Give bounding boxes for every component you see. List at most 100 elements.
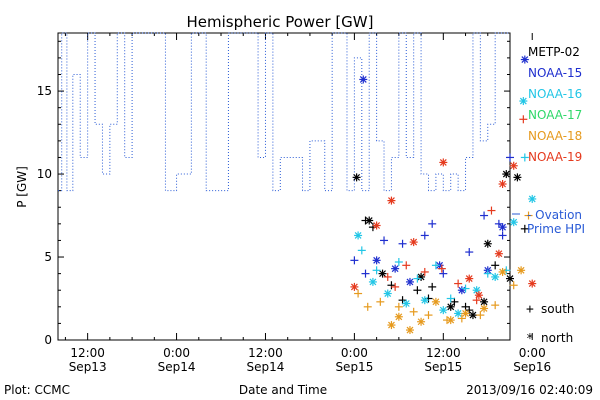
south-marker (487, 206, 496, 215)
south-marker (361, 269, 370, 278)
south-marker (376, 297, 385, 306)
north-marker (465, 274, 474, 283)
x-tick-date-label: Sep15 (424, 360, 462, 374)
footer-plot-credit: Plot: CCMC (4, 383, 70, 397)
south-marker (372, 266, 381, 275)
north-marker (506, 274, 514, 283)
x-tick-date-label: Sep16 (513, 360, 551, 374)
south-marker (483, 269, 492, 278)
north-marker (420, 296, 429, 305)
north-marker (446, 316, 455, 325)
north-marker (378, 269, 387, 278)
south-marker (457, 314, 466, 323)
south-marker (491, 261, 500, 270)
north-marker (354, 231, 363, 240)
north-marker (383, 289, 392, 298)
legend-noaa19: NOAA-19 (528, 150, 582, 164)
north-marker (352, 173, 361, 182)
south-marker (428, 282, 437, 291)
north-marker (439, 158, 448, 167)
x-tick-date-label: Sep14 (158, 360, 196, 374)
x-axis-label: Date and Time (239, 383, 327, 397)
north-marker (402, 299, 411, 308)
north-marker (498, 223, 507, 232)
x-tick-time-label: 0:00 (519, 346, 546, 360)
ovation-line (58, 32, 510, 192)
south-marker (446, 294, 455, 303)
north-marker (417, 272, 426, 281)
south-marker (354, 289, 363, 298)
x-tick-time-label: 0:00 (341, 346, 368, 360)
north-marker (409, 238, 418, 247)
north-marker (461, 309, 470, 318)
north-marker (509, 161, 518, 170)
north-marker (405, 277, 414, 286)
north-marker (439, 306, 448, 315)
south-marker (413, 274, 422, 283)
legend-noaa18: NOAA-18 (528, 129, 582, 143)
south-marker (465, 306, 474, 315)
north-marker (483, 239, 492, 248)
north-marker (417, 317, 426, 326)
north-marker (454, 309, 463, 318)
north-marker (498, 267, 507, 276)
south-marker (439, 269, 448, 278)
north-marker (528, 279, 537, 288)
south-marker (498, 231, 507, 240)
south-marker (524, 211, 533, 220)
north-marker (368, 277, 377, 286)
ovation-legend-line1: - Ovation (527, 208, 582, 222)
marker-legend-south-symbol: + (526, 302, 534, 317)
south-marker (509, 281, 518, 290)
south-marker (394, 258, 403, 267)
south-marker (391, 282, 400, 291)
south-marker (398, 239, 407, 248)
x-tick-time-label: 12:00 (248, 346, 283, 360)
legend-noaa17: NOAA-17 (528, 108, 582, 122)
south-marker (420, 231, 429, 240)
south-marker (350, 256, 359, 265)
north-marker (517, 266, 526, 275)
ovation-series (58, 32, 510, 192)
marker-legend-north-symbol: * (526, 332, 534, 347)
north-marker (372, 221, 381, 230)
north-marker (394, 312, 403, 321)
north-marker (502, 170, 511, 179)
y-axis-label: P [GW] (15, 166, 29, 208)
south-marker (383, 272, 392, 281)
south-marker (465, 248, 474, 257)
south-marker (398, 296, 407, 305)
x-tick-date-label: Sep14 (247, 360, 285, 374)
south-marker (428, 219, 437, 228)
legend-metp02: METP-02 (528, 45, 580, 59)
north-marker (498, 180, 507, 189)
x-tick-date-label: Sep13 (69, 360, 107, 374)
north-marker (494, 249, 503, 258)
x-tick-time-label: 0:00 (163, 346, 190, 360)
south-marker (506, 153, 514, 162)
footer-timestamp: 2013/09/16 02:40:09 (466, 383, 593, 397)
north-marker (431, 297, 440, 306)
legend-noaa16: NOAA-16 (528, 87, 582, 101)
south-marker (413, 286, 422, 295)
north-marker (365, 216, 374, 225)
y-tick-label: 15 (37, 84, 52, 98)
south-marker (480, 211, 489, 220)
north-marker (359, 75, 368, 84)
legend-noaa15: NOAA-15 (528, 66, 582, 80)
north-marker (387, 196, 396, 205)
y-tick-label: 0 (44, 333, 52, 347)
x-axis-ticks: 12:00Sep130:00Sep1412:00Sep140:00Sep1512… (64, 33, 551, 374)
north-marker (520, 55, 529, 64)
y-tick-label: 10 (37, 167, 52, 181)
north-marker (480, 304, 489, 313)
x-tick-date-label: Sep15 (335, 360, 373, 374)
south-marker (461, 284, 470, 293)
south-marker (424, 311, 433, 320)
north-marker (474, 291, 483, 300)
south-marker (454, 279, 463, 288)
south-marker (387, 281, 396, 290)
south-marker (476, 311, 485, 320)
south-marker (380, 236, 389, 245)
